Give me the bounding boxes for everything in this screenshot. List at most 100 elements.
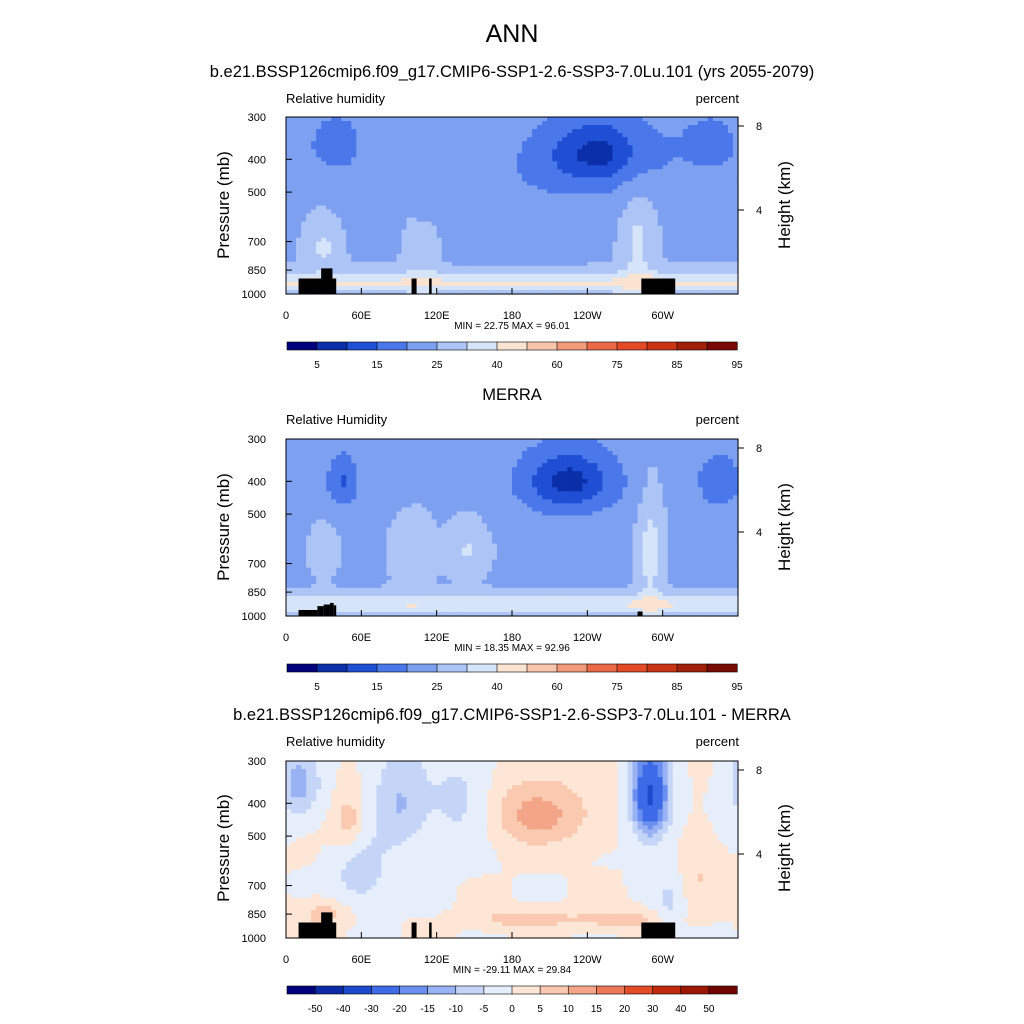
field-cell	[542, 257, 548, 263]
field-cell	[311, 121, 317, 126]
field-cell	[481, 121, 488, 126]
field-cell	[722, 249, 729, 255]
field-cell	[346, 133, 352, 138]
field-cell	[532, 185, 538, 191]
field-cell	[642, 133, 649, 138]
field-cell	[697, 253, 704, 259]
field-cell	[346, 217, 352, 223]
field-cell	[517, 479, 523, 484]
field-cell	[522, 141, 528, 146]
field-cell	[501, 249, 508, 255]
field-cell	[371, 459, 377, 464]
field-cell	[667, 269, 674, 275]
field-cell	[386, 133, 393, 138]
field-cell	[627, 205, 634, 211]
field-cell	[712, 451, 719, 456]
field-cell	[577, 451, 583, 456]
field-cell	[587, 165, 593, 170]
field-cell	[411, 265, 418, 271]
field-cell	[552, 177, 558, 182]
field-cell	[386, 229, 393, 235]
field-cell	[356, 129, 362, 134]
field-cell	[622, 161, 629, 166]
field-cell	[692, 173, 699, 178]
field-cell	[662, 197, 669, 203]
field-cell	[597, 451, 603, 456]
field-cell	[391, 285, 398, 291]
field-cell	[351, 153, 357, 158]
field-cell	[522, 285, 528, 291]
field-cell	[547, 249, 553, 255]
field-cell	[321, 467, 327, 472]
field-cell	[381, 161, 388, 166]
field-cell	[331, 285, 337, 291]
field-cell	[321, 197, 327, 203]
field-cell	[351, 229, 357, 235]
field-cell	[552, 193, 558, 199]
field-cell	[617, 233, 624, 239]
field-cell	[602, 229, 609, 235]
field-cell	[466, 261, 473, 267]
field-cell	[617, 459, 624, 464]
field-cell	[692, 261, 699, 267]
field-cell	[657, 281, 664, 287]
field-cell	[647, 209, 654, 215]
field-cell	[677, 455, 684, 460]
field-cell	[296, 443, 302, 448]
field-cell	[316, 467, 322, 472]
field-cell	[692, 217, 699, 223]
field-cell	[356, 205, 362, 211]
field-cell	[677, 463, 684, 468]
field-cell	[286, 253, 292, 259]
field-cell	[411, 217, 418, 223]
field-cell	[301, 261, 307, 267]
field-cell	[707, 197, 714, 203]
field-cell	[582, 289, 588, 295]
field-cell	[542, 233, 548, 239]
field-cell	[732, 153, 739, 158]
field-cell	[356, 209, 362, 215]
field-cell	[552, 451, 558, 456]
field-cell	[401, 213, 408, 219]
field-cell	[712, 237, 719, 243]
field-cell	[567, 209, 573, 215]
field-cell	[356, 233, 362, 239]
field-cell	[712, 217, 719, 223]
field-cell	[486, 225, 493, 231]
field-cell	[572, 205, 578, 211]
field-cell	[522, 177, 528, 182]
field-cell	[381, 153, 388, 158]
field-cell	[587, 173, 593, 178]
field-cell	[602, 277, 609, 283]
field-cell	[386, 181, 393, 186]
field-cell	[366, 121, 372, 126]
field-cell	[376, 443, 383, 448]
field-cell	[732, 451, 739, 456]
field-cell	[532, 141, 538, 146]
field-cell	[537, 269, 543, 275]
field-cell	[501, 153, 508, 158]
field-cell	[552, 225, 558, 231]
field-cell	[582, 245, 588, 251]
field-cell	[291, 221, 297, 227]
field-cell	[687, 261, 694, 267]
field-cell	[527, 193, 533, 199]
field-cell	[607, 285, 614, 291]
field-cell	[627, 237, 634, 243]
field-cell	[552, 265, 558, 271]
field-cell	[301, 117, 307, 122]
field-cell	[702, 117, 709, 122]
field-cell	[557, 217, 563, 223]
field-cell	[672, 217, 679, 223]
field-cell	[341, 281, 347, 287]
field-cell	[682, 265, 689, 271]
field-cell	[652, 169, 659, 174]
field-cell	[632, 241, 639, 247]
field-cell	[632, 439, 639, 444]
field-cell	[637, 471, 644, 476]
field-cell	[301, 475, 307, 480]
field-cell	[597, 289, 603, 295]
field-cell	[286, 121, 292, 126]
field-cell	[416, 455, 423, 460]
field-cell	[582, 281, 588, 287]
